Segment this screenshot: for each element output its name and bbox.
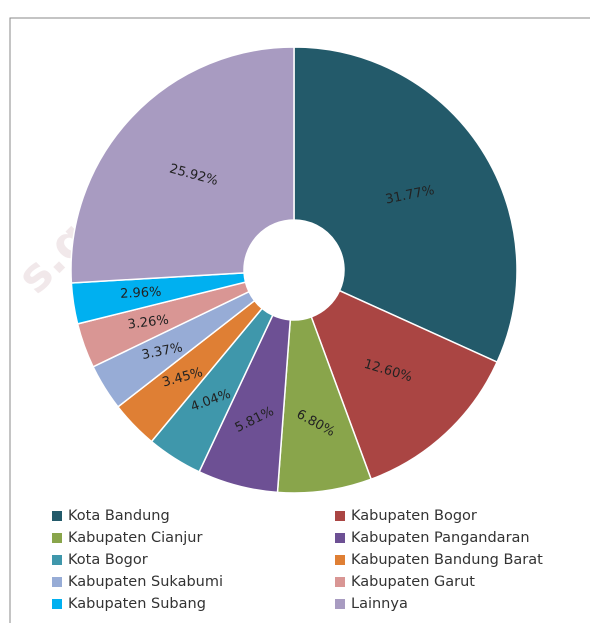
slice: [70, 46, 295, 284]
data-label: 3.26%: [127, 313, 170, 333]
legend-swatch: [52, 577, 62, 587]
legend-swatch: [52, 533, 62, 543]
slice: [293, 46, 518, 364]
legend-label: Kabupaten Bogor: [351, 508, 477, 524]
slice: [310, 289, 499, 481]
legend-swatch: [335, 511, 345, 521]
legend-swatch: [335, 555, 345, 565]
legend-swatch: [335, 533, 345, 543]
legend-swatch: [52, 511, 62, 521]
legend-label: Kabupaten Sukabumi: [68, 574, 223, 590]
legend-label: Kabupaten Bandung Barat: [351, 552, 543, 568]
frame: [9, 17, 590, 623]
legend-label: Kabupaten Pangandaran: [351, 530, 530, 546]
legend-label: Kabupaten Cianjur: [68, 530, 202, 546]
legend-label: Kabupaten Garut: [351, 574, 475, 590]
data-label: 2.96%: [120, 285, 162, 302]
legend-label: Kota Bandung: [68, 508, 170, 524]
legend-label: Kabupaten Subang: [68, 596, 206, 612]
legend-swatch: [52, 599, 62, 609]
legend-swatch: [335, 599, 345, 609]
legend-swatch: [335, 577, 345, 587]
legend-label: Lainnya: [351, 596, 408, 612]
legend-label: Kota Bogor: [68, 552, 148, 568]
legend-swatch: [52, 555, 62, 565]
